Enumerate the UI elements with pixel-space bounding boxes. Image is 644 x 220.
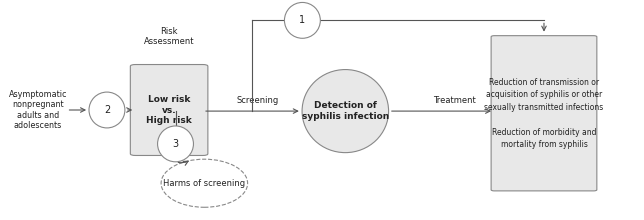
Text: Harms of screening: Harms of screening xyxy=(164,179,245,188)
Text: Treatment: Treatment xyxy=(433,96,477,105)
Text: Low risk
vs.
High risk: Low risk vs. High risk xyxy=(146,95,192,125)
Ellipse shape xyxy=(285,2,320,38)
Text: Risk
Assessment: Risk Assessment xyxy=(144,27,194,46)
Text: Detection of
syphilis infection: Detection of syphilis infection xyxy=(301,101,389,121)
Text: Asymptomatic
nonpregnant
adults and
adolescents: Asymptomatic nonpregnant adults and adol… xyxy=(8,90,67,130)
Text: Reduction of transmission or
acquisition of syphilis or other
sexually transmitt: Reduction of transmission or acquisition… xyxy=(484,77,603,149)
Text: 3: 3 xyxy=(173,139,178,149)
Text: 1: 1 xyxy=(299,15,305,25)
Ellipse shape xyxy=(89,92,125,128)
Ellipse shape xyxy=(302,70,388,153)
FancyBboxPatch shape xyxy=(130,64,208,156)
FancyBboxPatch shape xyxy=(491,36,597,191)
Text: 2: 2 xyxy=(104,105,110,115)
Text: Screening: Screening xyxy=(236,96,279,105)
Ellipse shape xyxy=(161,159,247,207)
Ellipse shape xyxy=(158,126,193,162)
